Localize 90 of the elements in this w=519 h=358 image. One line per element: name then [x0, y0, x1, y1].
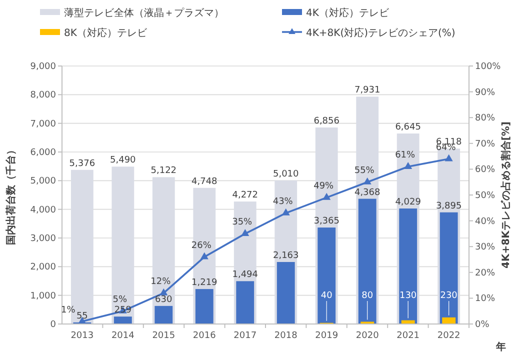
data-label: 49% — [314, 182, 334, 192]
legend-label: 4K（対応）テレビ — [306, 7, 390, 19]
data-label: 1% — [61, 305, 76, 316]
data-label: 1,219 — [192, 278, 218, 288]
data-label: 5,376 — [69, 158, 96, 169]
point — [241, 229, 250, 236]
y2-tick-label: 30% — [475, 242, 496, 253]
bar — [276, 262, 295, 324]
y2-tick-label: 40% — [475, 216, 496, 227]
bar — [318, 228, 336, 324]
bar — [154, 306, 173, 324]
bar — [440, 212, 458, 324]
x-axis-title: 年 — [495, 341, 506, 353]
data-label: 630 — [155, 294, 173, 305]
data-label: 61% — [395, 150, 416, 161]
point — [404, 162, 412, 169]
data-label: 55 — [76, 311, 88, 322]
data-label: 2,163 — [272, 250, 299, 261]
legend-label: 8K（対応）テレビ — [64, 27, 148, 39]
y-tick-label: 4,000 — [30, 205, 56, 216]
y-tick-label: 0 — [50, 320, 56, 330]
y2-tick-label: 10% — [475, 294, 496, 304]
data-label: 26% — [191, 240, 212, 251]
y-tick-label: 3,000 — [30, 234, 56, 244]
y-tick-label: 7,000 — [30, 119, 56, 130]
point — [200, 252, 208, 260]
data-label: 80 — [362, 291, 374, 301]
point — [282, 208, 290, 216]
bar — [358, 198, 376, 324]
legend-label: 薄型テレビ全体（液晶＋プラズマ） — [64, 7, 224, 19]
data-label: 5,010 — [272, 169, 300, 180]
data-label: 5,122 — [150, 166, 177, 176]
data-label: 4,368 — [354, 188, 381, 198]
y-tick-label: 2,000 — [30, 262, 56, 273]
data-label: 43% — [272, 197, 294, 208]
y-tick-label: 8,000 — [30, 90, 56, 101]
data-label: 4,748 — [192, 176, 218, 187]
y-axis-title: 国内出荷台数（千台） — [5, 145, 17, 245]
data-label: 55% — [354, 166, 375, 176]
data-label: 64% — [436, 142, 456, 153]
y2-tick-label: 20% — [475, 268, 496, 278]
data-label: 3,365 — [314, 216, 340, 227]
point — [444, 154, 453, 162]
data-label: 230 — [440, 291, 458, 301]
x-tick-label: 2015 — [152, 331, 176, 341]
data-label: 7,931 — [354, 86, 380, 96]
data-label: 259 — [114, 306, 132, 316]
y-tick-label: 9,000 — [30, 62, 56, 72]
x-tick-label: 2014 — [111, 331, 135, 341]
y2-tick-label: 90% — [475, 88, 496, 98]
y2-tick-label: 80% — [475, 114, 496, 124]
data-label: 4,029 — [395, 198, 422, 208]
data-label: 35% — [232, 218, 253, 228]
bar — [112, 166, 134, 324]
y-tick-label: 5,000 — [30, 176, 56, 187]
data-label: 3,895 — [436, 201, 462, 212]
data-label: 130 — [400, 291, 417, 301]
data-label: 40 — [320, 291, 333, 301]
bar — [236, 281, 254, 324]
data-label: 6,856 — [314, 116, 340, 126]
y-tick-label: 1,000 — [30, 291, 56, 302]
bar — [399, 208, 418, 324]
bar — [195, 289, 214, 324]
x-tick-label: 2022 — [437, 331, 460, 341]
y2-tick-label: 70% — [475, 139, 496, 150]
y2-tick-label: 60% — [475, 165, 496, 176]
y2-tick-label: 0% — [475, 320, 490, 330]
data-label: 4,272 — [232, 190, 258, 201]
y2-tick-label: 50% — [475, 191, 496, 201]
bar — [442, 317, 456, 324]
data-label: 5,490 — [110, 156, 136, 166]
bar — [114, 316, 132, 324]
data-label: 5% — [112, 295, 128, 306]
x-tick-label: 2013 — [70, 331, 94, 341]
data-label: 1,494 — [232, 270, 258, 280]
data-label: 6,645 — [395, 122, 421, 133]
point — [363, 177, 372, 184]
point — [322, 192, 331, 200]
y2-tick-label: 100% — [475, 62, 502, 72]
x-tick-label: 2020 — [356, 331, 380, 341]
legend-label: 4K+8K(対応)テレビのシェア(%) — [306, 27, 456, 39]
x-tick-label: 2019 — [315, 331, 338, 341]
data-label: 12% — [150, 277, 172, 288]
x-tick-label: 2017 — [234, 331, 257, 341]
x-tick-label: 2018 — [274, 331, 298, 341]
x-tick-label: 2016 — [192, 331, 216, 341]
y-tick-label: 6,000 — [30, 148, 56, 158]
y2-axis-title: 4K+8Kテレビの占める割合[%] — [500, 122, 512, 268]
point — [160, 288, 168, 296]
x-tick-label: 2021 — [396, 331, 420, 341]
